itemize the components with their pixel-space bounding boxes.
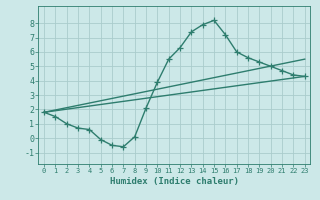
X-axis label: Humidex (Indice chaleur): Humidex (Indice chaleur): [110, 177, 239, 186]
